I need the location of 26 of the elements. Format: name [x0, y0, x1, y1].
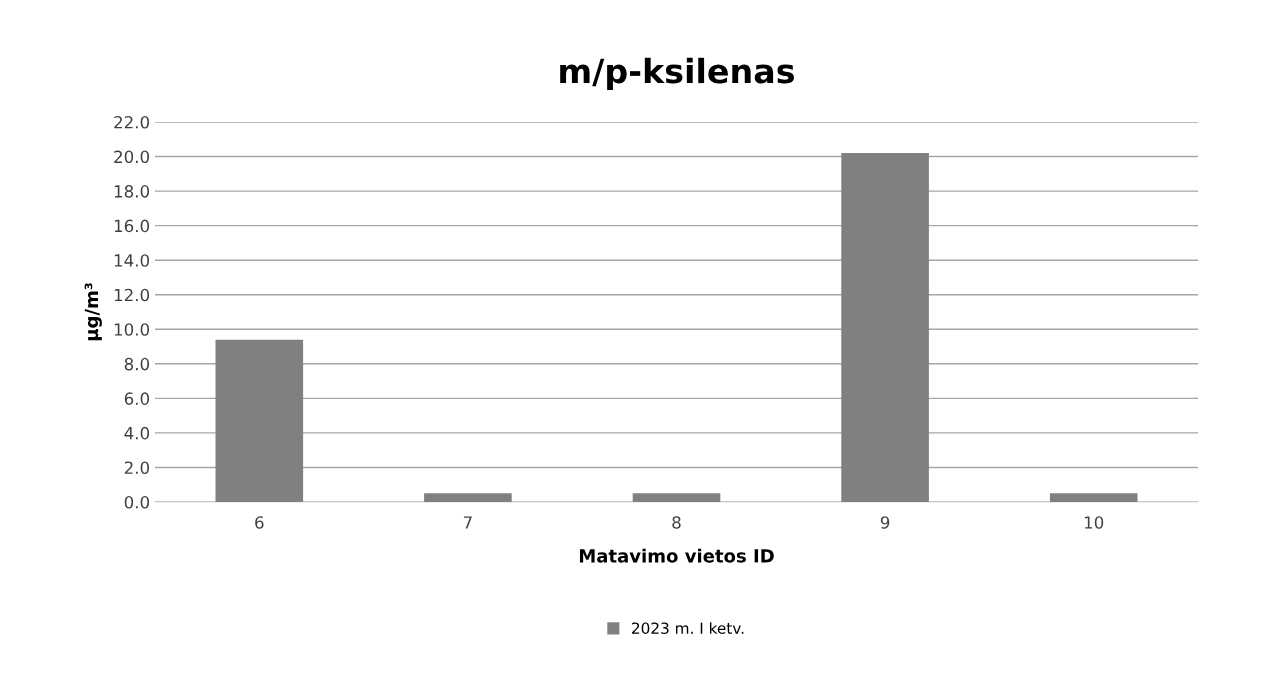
x-tick-label: 9	[880, 516, 890, 529]
x-axis-title: Matavimo vietos ID	[579, 548, 774, 563]
y-tick-label: 20.0	[114, 150, 150, 164]
x-tick-label: 7	[463, 516, 472, 529]
y-tick-label: 10.0	[114, 323, 150, 336]
bar	[215, 339, 304, 502]
x-tick-label: 10	[1084, 516, 1104, 529]
y-tick-label: 14.0	[114, 254, 150, 267]
x-tick-label: 6	[255, 516, 264, 529]
y-tick-label: 16.0	[114, 219, 150, 233]
bar	[424, 493, 512, 502]
chart-title: m/p-ksilenas	[560, 57, 794, 91]
x-tick-label: 8	[672, 516, 681, 529]
y-tick-label: 0.0	[124, 495, 150, 509]
bar	[632, 493, 721, 502]
y-axis-title: µg/m³	[84, 283, 102, 341]
y-tick-label: 2.0	[124, 461, 150, 475]
legend-label: 2023 m. I ketv.	[632, 622, 744, 634]
y-tick-label: 4.0	[124, 426, 150, 440]
y-tick-label: 18.0	[114, 185, 150, 198]
y-tick-label: 12.0	[114, 288, 150, 302]
bar	[841, 153, 929, 502]
bar	[1049, 493, 1138, 502]
y-tick-label: 6.0	[124, 392, 150, 405]
y-tick-label: 22.0	[114, 115, 150, 129]
y-tick-label: 8.0	[124, 357, 150, 371]
